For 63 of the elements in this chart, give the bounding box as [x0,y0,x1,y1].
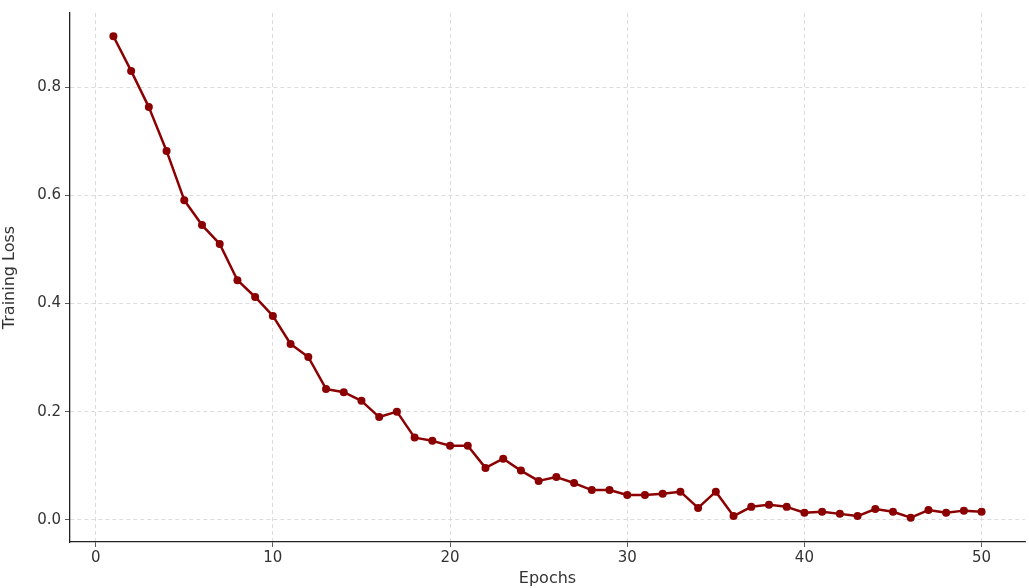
point [428,436,437,445]
x-axis-title: Epochs [518,567,577,587]
point [304,353,313,362]
point [959,506,968,515]
point [747,502,756,511]
point [871,505,880,514]
point [800,508,809,517]
point [605,486,614,495]
x-tick-label: 30 [617,547,637,566]
y-tick-label: 0.2 [37,401,61,420]
y-tick-label: 0.6 [37,185,61,204]
point [889,507,897,516]
point [162,146,171,155]
point [286,340,295,349]
point [251,292,260,301]
point [109,32,118,41]
point [587,486,596,495]
point [268,311,277,320]
point [127,66,136,75]
x-tick-label: 50 [972,547,992,566]
x-tick-label: 10 [263,547,283,566]
point [233,276,242,285]
x-tick-label: 40 [794,547,814,566]
point [853,512,862,521]
point [516,466,525,475]
point [446,441,455,450]
point [144,103,153,112]
point [764,500,773,509]
point [977,507,986,516]
x-tick-label: 20 [440,547,460,566]
point [410,433,419,442]
point [392,407,401,416]
point [215,239,224,248]
point [942,508,951,517]
point [463,441,472,450]
point [676,487,685,496]
point [694,503,703,512]
point [729,512,738,521]
point [534,476,543,485]
point [322,384,331,393]
point [481,463,490,472]
point [552,473,561,482]
point [924,506,933,515]
y-tick-label: 0.0 [37,509,61,528]
point [782,502,791,511]
point [623,490,632,499]
y-tick-label: 0.8 [37,76,61,95]
point [658,489,667,498]
point [570,479,579,488]
point [339,388,348,397]
point [499,454,508,463]
point [711,487,720,496]
point [835,509,844,518]
point [375,413,384,422]
point [640,490,649,499]
point [198,221,206,230]
point [180,196,189,205]
x-tick-label: 0 [90,547,101,566]
y-axis-title: Training Loss [0,225,18,331]
point [906,513,915,522]
point [818,507,827,516]
y-tick-label: 0.4 [37,293,61,312]
point [357,396,366,405]
